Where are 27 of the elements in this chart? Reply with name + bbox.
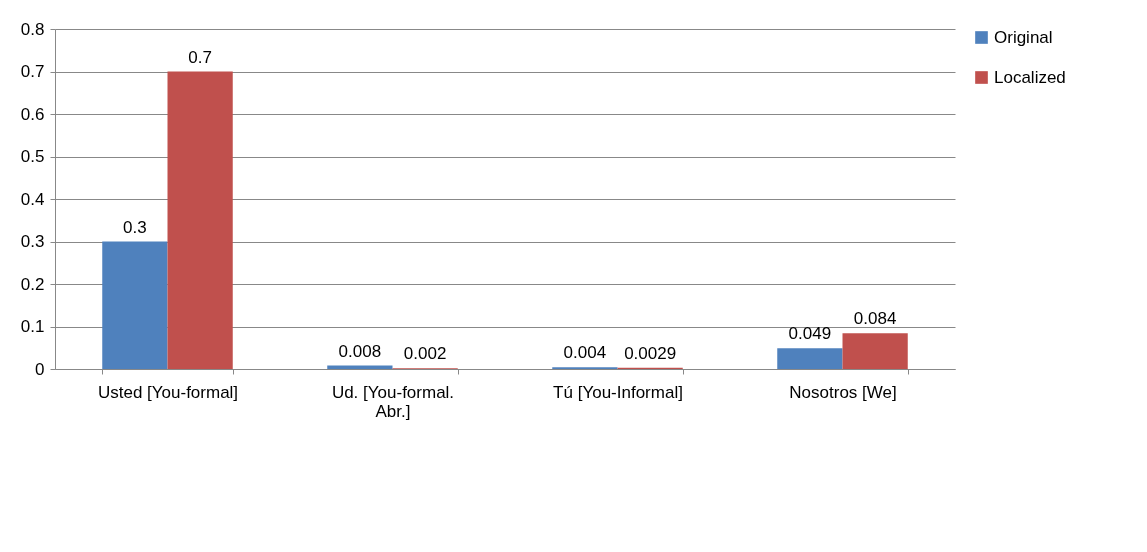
y-tick-label: 0.2 xyxy=(20,274,45,294)
y-tick-label: 0.5 xyxy=(20,147,45,166)
data-label: 0.0029 xyxy=(624,343,677,363)
x-tick-label: Usted [You-formal] xyxy=(97,382,239,402)
y-tick-label: 0.7 xyxy=(20,62,45,81)
x-tick-label: Tú [You-Informal] xyxy=(553,382,683,402)
x-tick-label: Ud. [You-formal. Abr.] xyxy=(331,382,455,421)
bar xyxy=(102,241,168,369)
data-label: 0.3 xyxy=(123,217,147,237)
y-tick-label: 0.6 xyxy=(20,104,45,124)
bar xyxy=(842,333,908,369)
x-tick-label: Nosotros [We] xyxy=(789,382,897,402)
y-tick-label: 0.1 xyxy=(20,317,45,336)
data-label: 0.7 xyxy=(188,47,212,67)
data-label: 0.004 xyxy=(563,343,607,363)
legend-label: Original xyxy=(994,27,1053,47)
y-tick-label: 0 xyxy=(35,359,45,379)
y-tick-label: 0.4 xyxy=(20,189,45,209)
data-label: 0.049 xyxy=(788,324,832,344)
data-label: 0.084 xyxy=(853,309,897,329)
data-label: 0.008 xyxy=(338,341,382,361)
y-tick-label: 0.3 xyxy=(20,232,45,251)
data-label: 0.002 xyxy=(403,344,447,364)
bar xyxy=(777,348,843,369)
bar xyxy=(167,71,233,369)
legend-label: Localized xyxy=(994,67,1066,87)
y-tick-label: 0.8 xyxy=(20,19,45,39)
